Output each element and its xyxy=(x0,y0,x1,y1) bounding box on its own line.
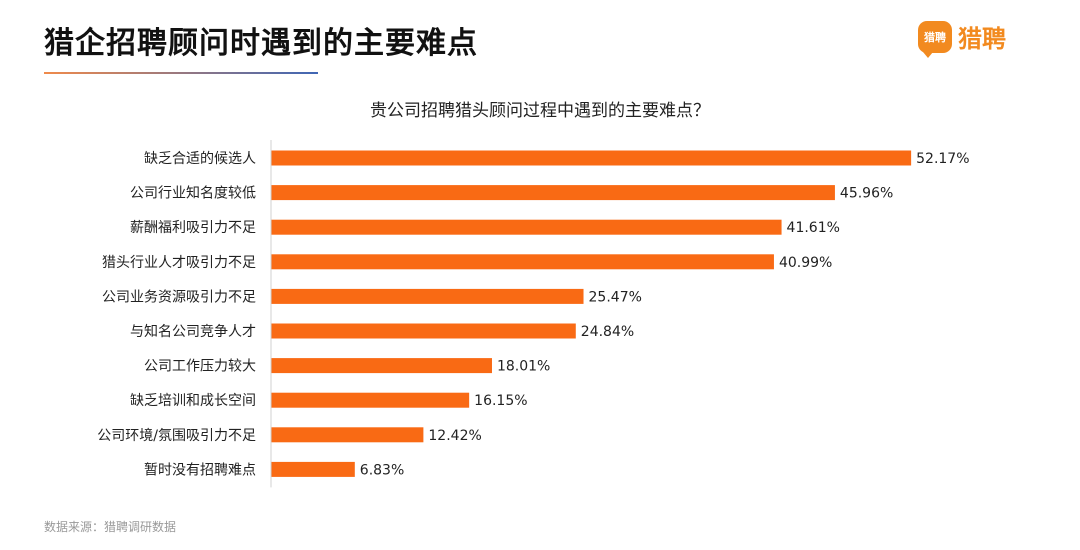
brand-logo: 猎聘 猎聘 xyxy=(918,19,1006,58)
chart-title: 贵公司招聘猎头顾问过程中遇到的主要难点？ xyxy=(370,101,710,121)
category-label: 公司环境/氛围吸引力不足 xyxy=(97,428,256,444)
value-label: 12.42% xyxy=(428,428,481,444)
value-label: 41.61% xyxy=(787,220,840,236)
logo-text: 猎聘 xyxy=(958,25,1006,53)
bar xyxy=(271,323,576,339)
bar xyxy=(271,427,424,443)
category-label: 与知名公司竞争人才 xyxy=(130,323,256,340)
bar xyxy=(271,254,774,270)
bar xyxy=(271,461,355,477)
value-label: 52.17% xyxy=(916,151,969,167)
category-label: 暂时没有招聘难点 xyxy=(144,462,256,478)
category-label: 缺乏培训和成长空间 xyxy=(130,393,256,409)
category-label: 薪酬福利吸引力不足 xyxy=(130,220,256,236)
page-title: 猎企招聘顾问时遇到的主要难点 xyxy=(44,26,478,61)
category-label: 公司业务资源吸引力不足 xyxy=(102,289,256,305)
bar xyxy=(271,185,835,201)
category-label: 缺乏合适的候选人 xyxy=(144,151,256,167)
data-source: 数据来源：猎聘调研数据 xyxy=(44,520,177,534)
value-label: 40.99% xyxy=(779,255,832,271)
value-label: 24.84% xyxy=(581,324,634,340)
title-underline xyxy=(44,72,318,74)
bar xyxy=(271,288,584,304)
bar xyxy=(271,150,912,166)
value-label: 25.47% xyxy=(589,289,642,305)
value-label: 16.15% xyxy=(474,393,527,409)
value-label: 6.83% xyxy=(360,462,404,478)
value-label: 45.96% xyxy=(840,186,893,202)
category-label: 公司行业知名度较低 xyxy=(130,185,256,202)
speech-bubble-logo-icon: 猎聘 xyxy=(918,20,952,58)
bar xyxy=(271,358,492,374)
bar xyxy=(271,392,470,408)
category-label: 猎头行业人才吸引力不足 xyxy=(102,255,256,271)
value-label: 18.01% xyxy=(497,359,550,375)
category-label: 公司工作压力较大 xyxy=(144,359,256,375)
bar xyxy=(271,219,782,235)
